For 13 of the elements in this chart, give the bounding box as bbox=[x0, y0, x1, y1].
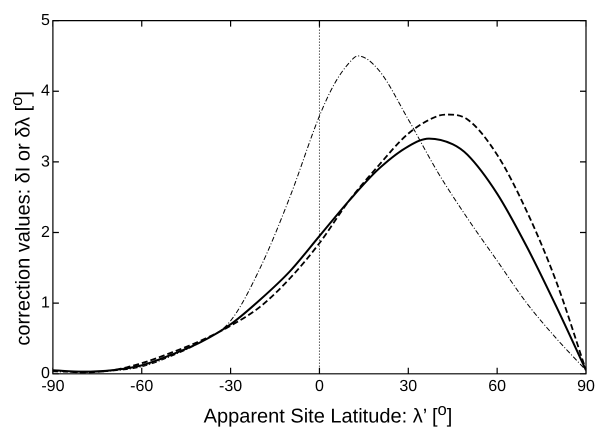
x-tick-label: 30 bbox=[399, 378, 418, 395]
x-tick-label: 0 bbox=[314, 378, 324, 395]
x-tick-label: -30 bbox=[219, 378, 242, 395]
x-tick-label: -60 bbox=[130, 378, 154, 395]
y-tick-label: 3 bbox=[40, 153, 50, 170]
y-tick-label: 5 bbox=[40, 12, 50, 30]
x-tick-label: 90 bbox=[577, 378, 595, 395]
y-tick-label: 1 bbox=[40, 294, 50, 312]
y-tick-label: 4 bbox=[40, 82, 50, 100]
y-tick-label: 2 bbox=[40, 224, 50, 241]
x-tick-label: -90 bbox=[41, 378, 65, 395]
x-tick-label: 60 bbox=[488, 378, 506, 395]
x-axis-title: Apparent Site Latitude: λ’ [$^{o}$] bbox=[202, 400, 454, 429]
